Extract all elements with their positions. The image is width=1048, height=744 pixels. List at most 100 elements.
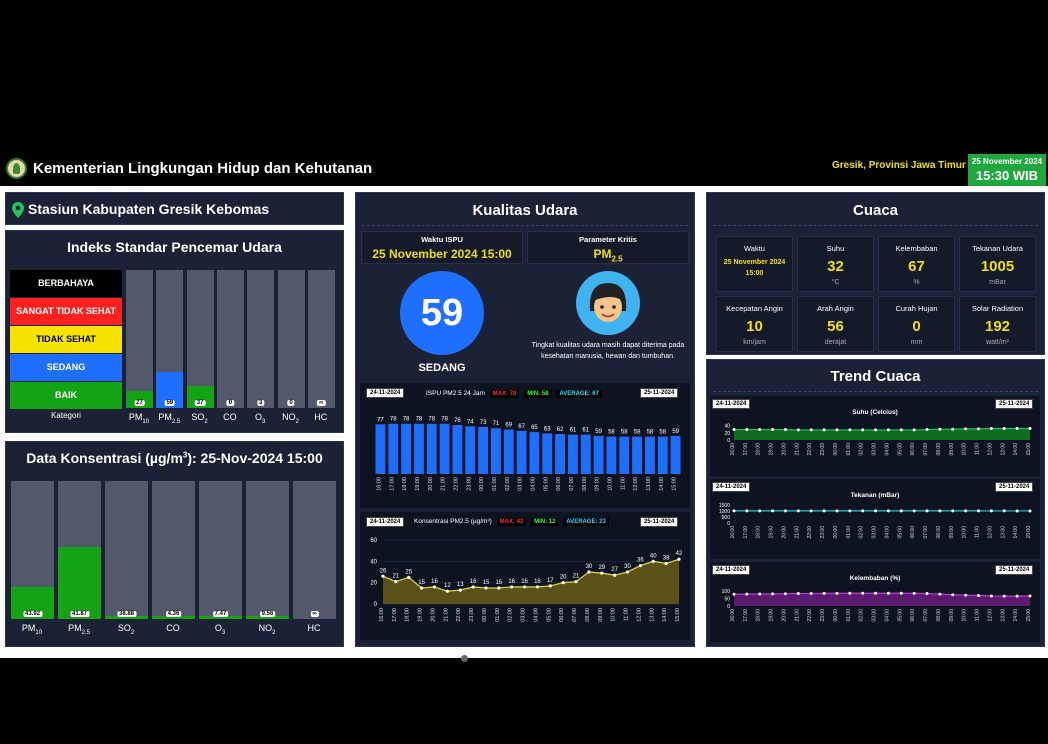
ispu-bar-value: 27 xyxy=(134,400,145,406)
ispu-bar-value: ∞ xyxy=(317,400,326,406)
trend-from-date: 24-11-2024 xyxy=(712,482,751,492)
data-point xyxy=(1015,509,1019,513)
ispu-hour-bar xyxy=(542,433,553,474)
data-point xyxy=(964,427,968,431)
conc-param-label: PM10 xyxy=(21,623,43,636)
y-tick-label: 40 xyxy=(370,559,377,565)
ispu-hour-value: 62 xyxy=(557,427,564,433)
divider xyxy=(713,225,1038,226)
ispu-bar-pm25: 59 xyxy=(156,270,184,408)
conc-param-label: CO xyxy=(166,623,180,633)
ispu-param-label: SO2 xyxy=(191,412,208,425)
hour-tick-label: 13:00 xyxy=(1000,443,1006,456)
data-point-label: 12 xyxy=(444,583,451,589)
ispu-hour-bar xyxy=(670,435,681,474)
ispu-hour-bar xyxy=(555,434,565,474)
ispu-bar-hc: ∞ xyxy=(307,270,335,408)
data-point-label: 15 xyxy=(483,580,490,586)
data-point xyxy=(886,509,890,513)
hour-tick-label: 03:00 xyxy=(518,477,524,491)
station-panel: Stasiun Kabupaten Gresik Kebomas xyxy=(5,192,344,225)
hour-tick-label: 06:00 xyxy=(910,443,916,456)
data-point-label: 15 xyxy=(495,580,502,586)
max-badge: MAX: 42 xyxy=(496,518,527,526)
data-point xyxy=(484,586,488,590)
ispu-param-label: CO xyxy=(223,412,237,422)
data-point-label: 16 xyxy=(470,579,477,585)
hour-tick-label: 12:00 xyxy=(987,609,993,622)
data-point-label: 29 xyxy=(598,565,605,571)
conc-bar-pm10: 43.92 xyxy=(11,481,54,619)
ispu-index-circle: 59 xyxy=(400,271,484,355)
data-point xyxy=(771,592,775,596)
data-point xyxy=(1015,594,1019,598)
hour-tick-label: 16:00 xyxy=(730,443,736,456)
hour-tick-label: 11:00 xyxy=(975,443,981,455)
datetime-box: 25 November 2024 15:30 WIB xyxy=(968,154,1046,186)
data-point xyxy=(458,588,462,592)
hour-tick-label: 08:00 xyxy=(585,608,591,622)
weather-card-waktu: Waktu 25 November 2024 15:00 xyxy=(716,236,793,292)
hour-tick-label: 12:00 xyxy=(987,526,993,539)
ispu-hour-value: 58 xyxy=(647,430,654,436)
hour-tick-label: 15:00 xyxy=(1026,443,1032,456)
hour-tick-label: 03:00 xyxy=(872,609,878,622)
data-point xyxy=(1028,426,1032,430)
data-point xyxy=(600,571,604,575)
hour-tick-label: 05:00 xyxy=(897,526,903,539)
data-point xyxy=(471,585,475,589)
conc-bar-fill xyxy=(246,616,289,619)
data-point xyxy=(886,591,890,595)
data-point-label: 38 xyxy=(663,555,670,561)
ispu-hour-value: 67 xyxy=(518,424,525,430)
data-point xyxy=(938,427,942,431)
data-point xyxy=(522,585,527,589)
data-point xyxy=(1002,426,1006,430)
ministry-logo xyxy=(6,158,27,179)
data-point xyxy=(822,428,826,432)
category-berbahaya: BERBAHAYA xyxy=(10,270,122,297)
hour-tick-label: 00:00 xyxy=(833,609,839,622)
hour-tick-label: 12:00 xyxy=(633,477,639,491)
ispu-chart-title-row: ISPU PM2.5 24 Jam MAX: 78 MIN: 58 AVERAG… xyxy=(426,390,602,398)
hour-tick-label: 19:00 xyxy=(769,526,775,539)
ispu-hour-bar xyxy=(503,429,514,474)
hour-tick-label: 05:00 xyxy=(897,443,903,456)
hour-tick-label: 19:00 xyxy=(769,609,775,622)
ispu-bar-no2: 0 xyxy=(277,270,305,408)
hour-tick-label: 02:00 xyxy=(859,526,865,539)
critical-param-card: Parameter Kritis PM2.5 xyxy=(527,231,689,264)
hour-tick-label: 13:00 xyxy=(1000,609,1006,622)
station-name: Stasiun Kabupaten Gresik Kebomas xyxy=(28,201,270,217)
min-badge: MIN: 58 xyxy=(524,390,552,398)
data-point-label: 36 xyxy=(637,558,644,564)
ispu-bar-fill xyxy=(186,385,214,408)
data-point xyxy=(964,509,968,513)
data-point xyxy=(925,428,929,432)
data-point xyxy=(745,428,749,432)
data-point xyxy=(835,428,839,432)
data-point xyxy=(964,593,968,597)
ispu-param-label: HC xyxy=(314,412,328,422)
hour-tick-label: 17:00 xyxy=(743,443,749,456)
data-point-label: 20 xyxy=(560,575,567,581)
y-tick-label: 1000 xyxy=(719,509,730,515)
hour-tick-label: 08:00 xyxy=(936,609,942,622)
ispu-hour-bar xyxy=(465,426,476,474)
ispu-hour-value: 58 xyxy=(634,430,641,436)
conc-bar-value: 43.92 xyxy=(22,611,43,617)
hour-tick-label: 07:00 xyxy=(572,608,578,622)
conc-bar-o3: 7.47 xyxy=(199,481,242,619)
conc-bar-fill xyxy=(152,616,195,619)
hour-tick-label: 01:00 xyxy=(846,526,852,539)
ispu-hour-bar xyxy=(657,436,668,474)
pm25-series-line xyxy=(382,558,680,592)
hour-tick-label: 08:00 xyxy=(936,443,942,456)
ispu-category-text: SEDANG xyxy=(418,362,466,374)
data-point xyxy=(574,580,578,584)
page-indicator-dot xyxy=(461,655,468,662)
weather-title: Cuaca xyxy=(852,202,899,219)
ispu-param-label: NO2 xyxy=(282,412,299,425)
